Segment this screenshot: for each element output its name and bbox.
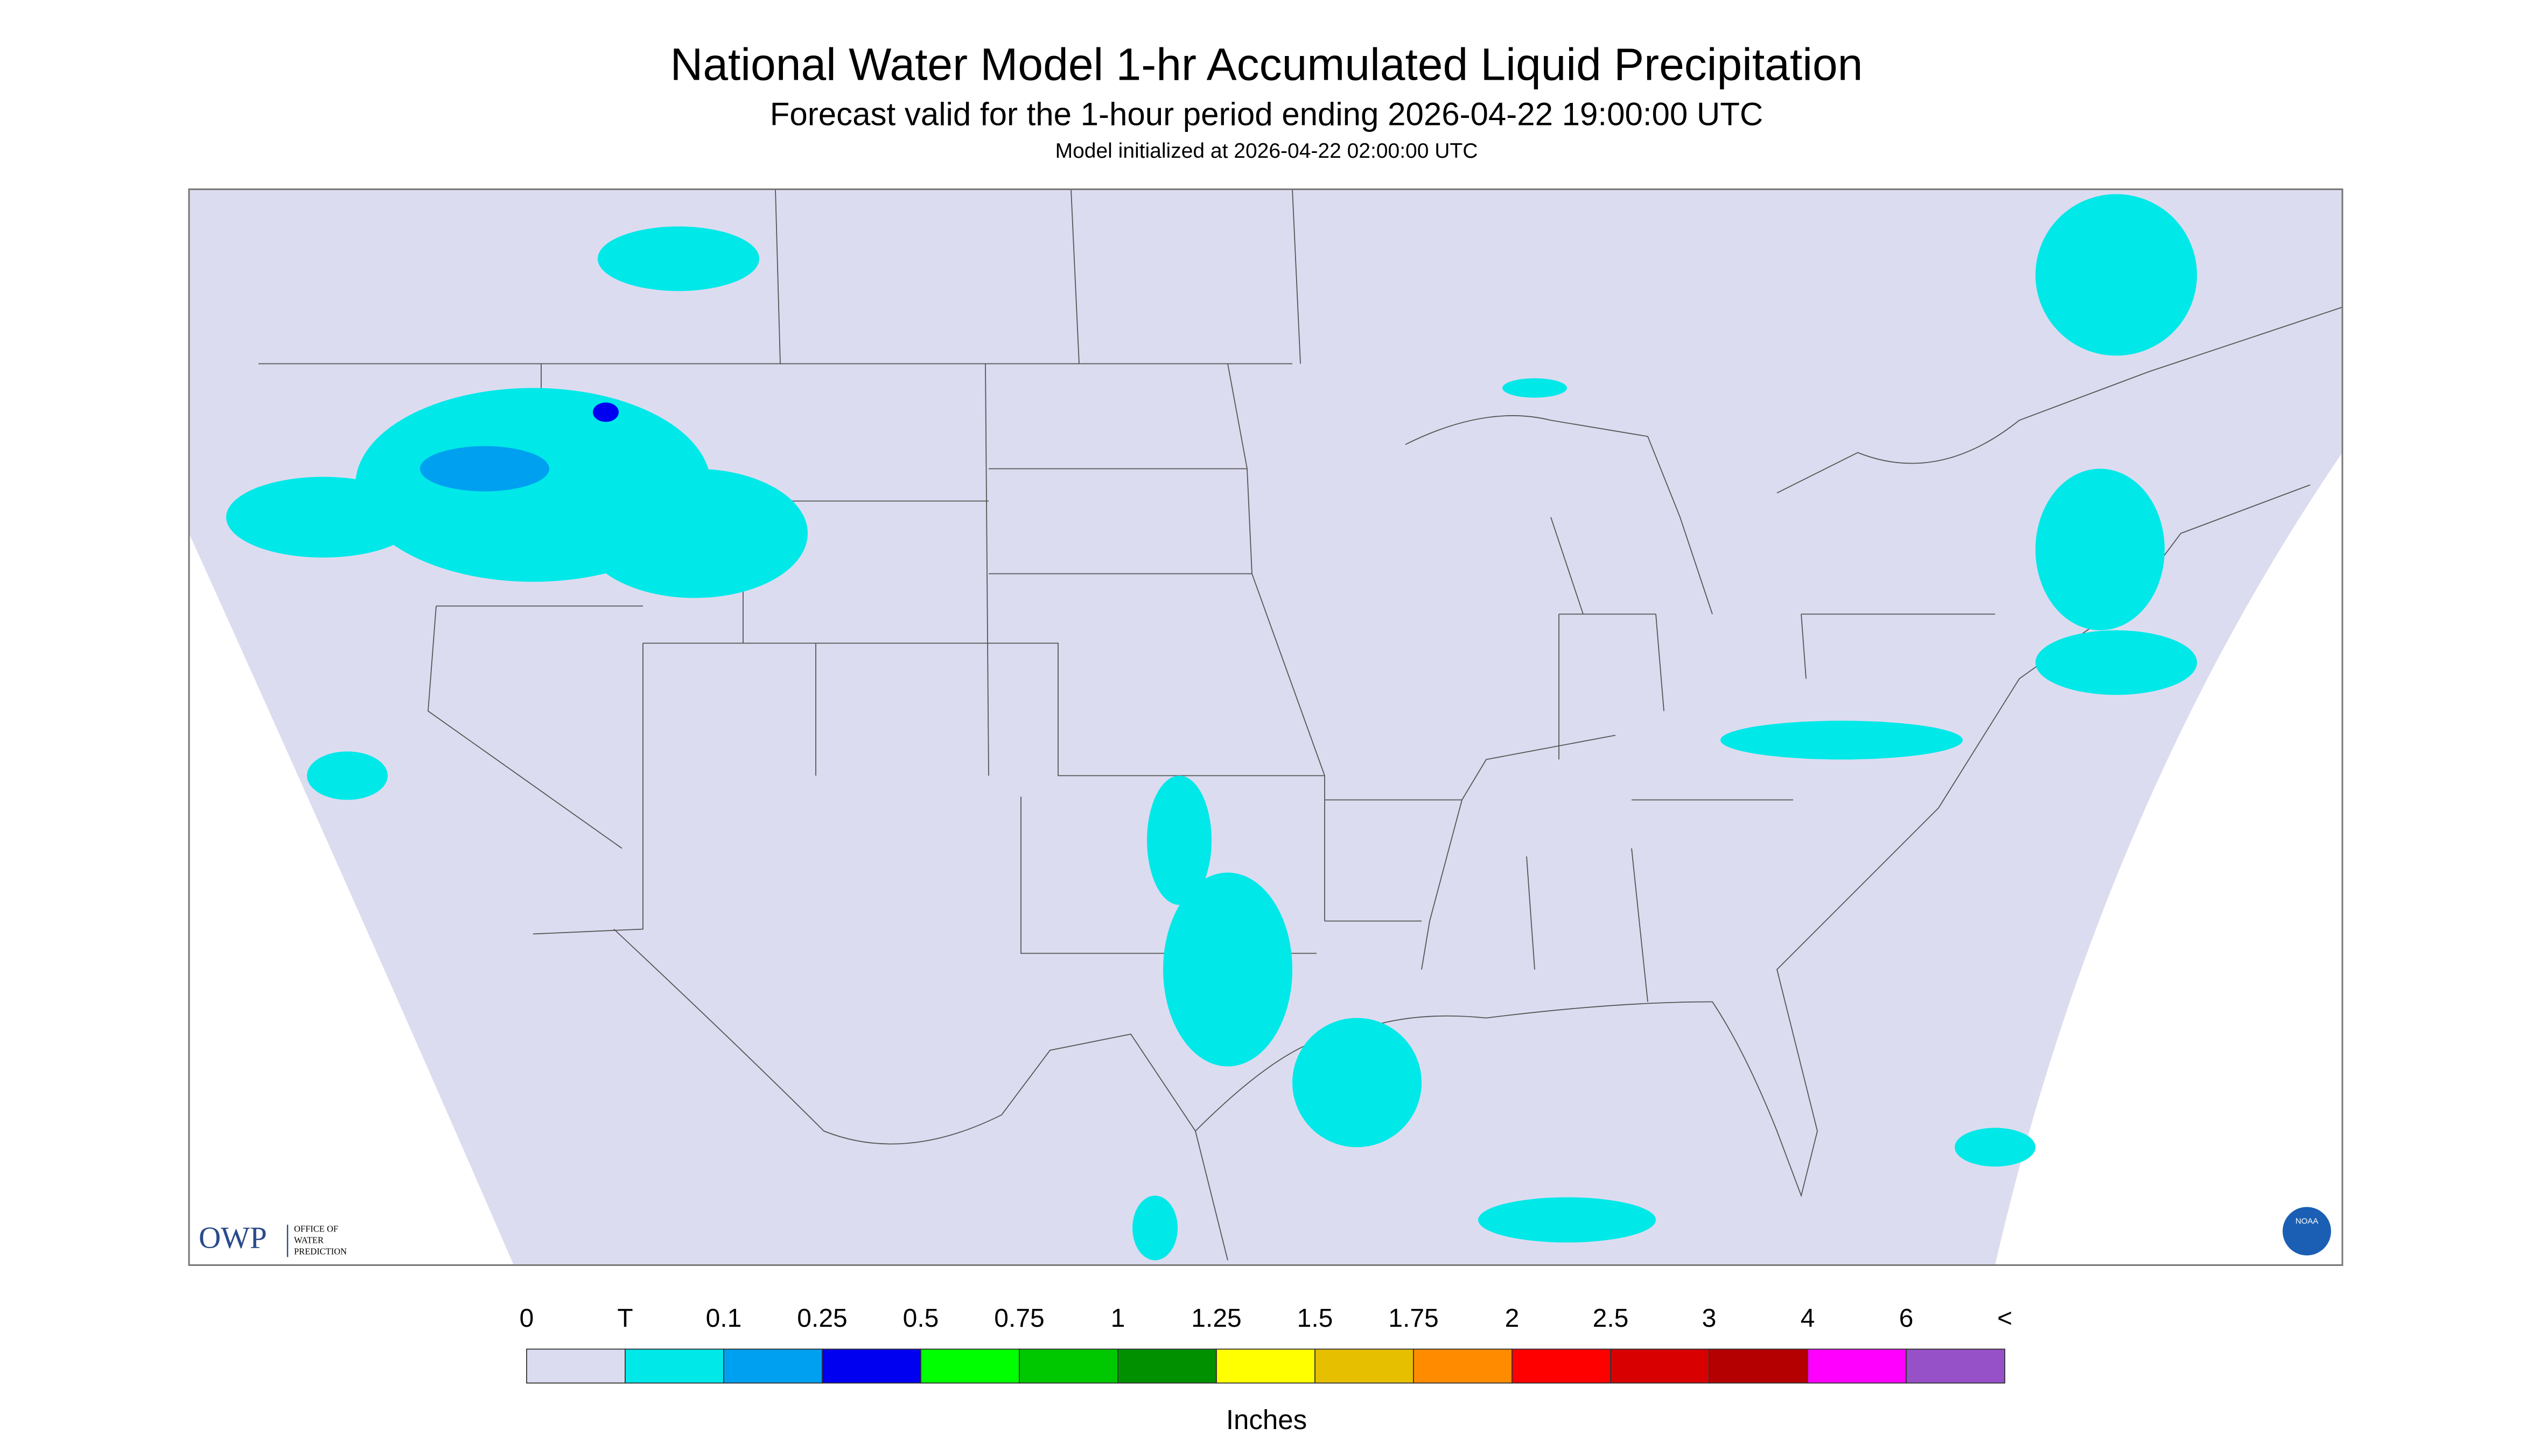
rain-area bbox=[307, 751, 388, 800]
legend-label: 4 bbox=[1801, 1304, 1815, 1333]
owp-logo: OWP bbox=[199, 1221, 267, 1255]
rain-area bbox=[420, 446, 549, 492]
owp-line: PREDICTION bbox=[294, 1246, 347, 1256]
legend-swatch bbox=[1117, 1348, 1217, 1384]
rain-area bbox=[1163, 872, 1292, 1067]
legend-label: 0 bbox=[520, 1304, 534, 1333]
boundaries bbox=[258, 189, 2343, 1261]
rain-area bbox=[593, 402, 619, 422]
legend-swatch bbox=[526, 1348, 626, 1384]
legend-label: 2.5 bbox=[1593, 1304, 1629, 1333]
rain-area bbox=[1132, 1195, 1178, 1261]
legend-swatch bbox=[920, 1348, 1020, 1384]
init-note: Model initialized at 2026-04-22 02:00:00… bbox=[1055, 139, 1478, 163]
map: OWP OFFICE OF WATER PREDICTION NOAA bbox=[188, 188, 2343, 1266]
legend-unit: Inches bbox=[1226, 1404, 1307, 1435]
legend-label: 0.5 bbox=[903, 1304, 939, 1333]
noaa-text: NOAA bbox=[2296, 1216, 2319, 1226]
legend-swatch bbox=[1216, 1348, 1316, 1384]
legend-label: 2 bbox=[1505, 1304, 1520, 1333]
rain-area bbox=[582, 468, 808, 598]
rain-area bbox=[226, 477, 420, 558]
legend-swatch bbox=[723, 1348, 823, 1384]
legend-swatch bbox=[1314, 1348, 1414, 1384]
precipitation bbox=[226, 194, 2197, 1261]
legend-swatch bbox=[1906, 1348, 2005, 1384]
legend-swatch bbox=[1807, 1348, 1907, 1384]
legend-label: 1.75 bbox=[1388, 1304, 1438, 1333]
rain-area bbox=[1502, 378, 1567, 398]
legend-label: 1.5 bbox=[1297, 1304, 1333, 1333]
legend-label: 1 bbox=[1111, 1304, 1125, 1333]
legend-label: 0.1 bbox=[706, 1304, 742, 1333]
legend-label: T bbox=[617, 1304, 633, 1333]
noaa-logo bbox=[2283, 1207, 2331, 1256]
legend-label: 0.75 bbox=[994, 1304, 1044, 1333]
legend-label: 6 bbox=[1899, 1304, 1914, 1333]
legend: 0 T 0.1 0.25 0.5 0.75 1 1.25 1.5 1.75 2 2.5 3 4 6 < bbox=[520, 1304, 2012, 1384]
rain-area bbox=[1292, 1018, 1422, 1147]
rain-area bbox=[1720, 720, 1963, 760]
rain-area bbox=[2035, 468, 2165, 631]
owp-line: OFFICE OF bbox=[294, 1223, 338, 1234]
map-frame bbox=[188, 188, 2343, 1266]
legend-swatch bbox=[1019, 1348, 1118, 1384]
rain-area bbox=[2035, 194, 2197, 356]
owp-line: WATER bbox=[294, 1235, 324, 1245]
legend-swatch bbox=[625, 1348, 724, 1384]
subtitle: Forecast valid for the 1-hour period end… bbox=[770, 96, 1763, 132]
legend-label: 0.25 bbox=[797, 1304, 847, 1333]
legend-swatch bbox=[1610, 1348, 1710, 1384]
rain-area bbox=[2035, 630, 2197, 695]
rain-area bbox=[1955, 1128, 2035, 1167]
legend-swatch bbox=[1413, 1348, 1513, 1384]
title: National Water Model 1-hr Accumulated Li… bbox=[670, 39, 1863, 90]
legend-label: 1.25 bbox=[1191, 1304, 1241, 1333]
legend-label: < bbox=[1997, 1304, 2012, 1333]
rain-area bbox=[1147, 775, 1212, 905]
legend-swatch bbox=[822, 1348, 921, 1384]
legend-swatch bbox=[1512, 1348, 1611, 1384]
model-domain bbox=[189, 189, 2342, 1265]
legend-label: 3 bbox=[1702, 1304, 1717, 1333]
rain-area bbox=[598, 226, 759, 291]
legend-swatch bbox=[1709, 1348, 1808, 1384]
rain-area bbox=[1478, 1197, 1656, 1243]
